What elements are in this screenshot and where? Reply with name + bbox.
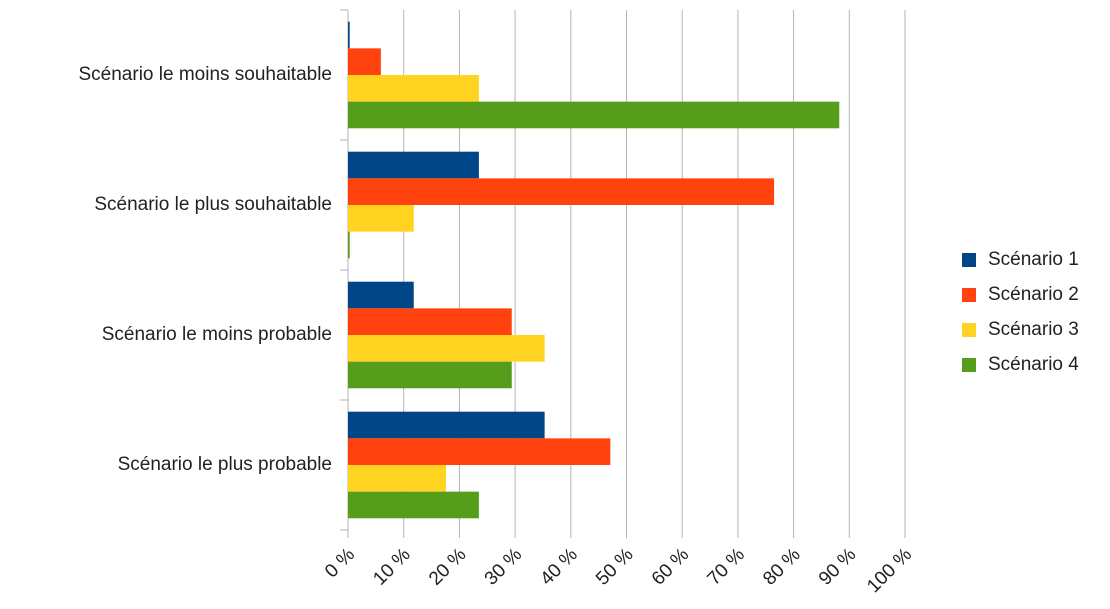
bar — [348, 205, 414, 232]
bar — [348, 21, 350, 49]
bar — [348, 361, 512, 389]
bar — [348, 231, 350, 259]
legend-swatch — [962, 288, 976, 302]
legend-label: Scénario 1 — [988, 249, 1079, 270]
bar — [348, 281, 414, 309]
bar — [348, 101, 840, 129]
legend-swatch — [962, 358, 976, 372]
bar — [348, 308, 512, 335]
bar — [348, 151, 479, 179]
bar — [348, 178, 775, 205]
x-tick-label: 0 % — [321, 544, 359, 582]
x-tick-label: 80 % — [759, 544, 805, 590]
x-tick-label: 50 % — [592, 544, 638, 590]
y-tick-label: Scénario le plus souhaitable — [94, 194, 332, 215]
y-tick-label: Scénario le moins souhaitable — [79, 64, 333, 85]
bar — [348, 491, 479, 519]
bar — [348, 48, 381, 75]
bar — [348, 75, 479, 102]
x-tick-label: 60 % — [648, 544, 694, 590]
bar — [348, 411, 545, 439]
bar — [348, 465, 447, 492]
x-tick-label: 40 % — [536, 544, 582, 590]
x-tick-label: 90 % — [815, 544, 861, 590]
legend-label: Scénario 2 — [988, 284, 1079, 305]
legend-label: Scénario 4 — [988, 354, 1079, 375]
bar — [348, 438, 611, 465]
legend-label: Scénario 3 — [988, 319, 1079, 340]
legend-swatch — [962, 323, 976, 337]
x-tick-label: 20 % — [425, 544, 471, 590]
bar — [348, 335, 545, 362]
y-tick-label: Scénario le moins probable — [102, 324, 332, 345]
x-tick-label: 30 % — [481, 544, 527, 590]
legend-swatch — [962, 253, 976, 267]
x-tick-label: 100 % — [863, 544, 916, 597]
y-tick-label: Scénario le plus probable — [118, 454, 332, 475]
x-tick-label: 70 % — [704, 544, 750, 590]
x-tick-label: 10 % — [369, 544, 415, 590]
